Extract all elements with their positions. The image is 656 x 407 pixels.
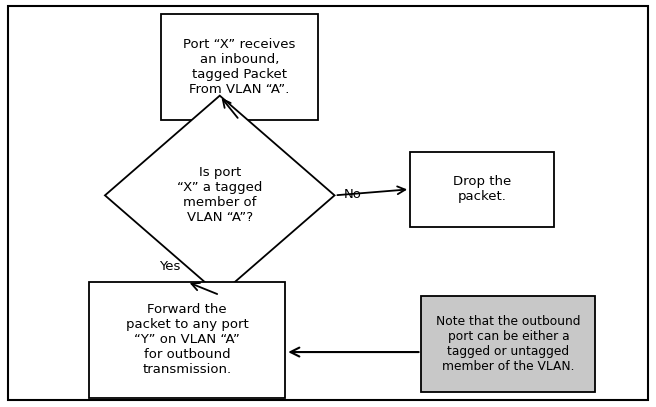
Text: No: No bbox=[343, 188, 361, 201]
Polygon shape bbox=[105, 96, 335, 295]
Text: Is port
“X” a tagged
member of
VLAN “A”?: Is port “X” a tagged member of VLAN “A”? bbox=[177, 166, 262, 224]
Text: Note that the outbound
port can be either a
tagged or untagged
member of the VLA: Note that the outbound port can be eithe… bbox=[436, 315, 581, 373]
Text: Drop the
packet.: Drop the packet. bbox=[453, 175, 511, 203]
Text: Port “X” receives
an inbound,
tagged Packet
From VLAN “A”.: Port “X” receives an inbound, tagged Pac… bbox=[183, 38, 296, 96]
FancyBboxPatch shape bbox=[161, 14, 318, 120]
FancyBboxPatch shape bbox=[422, 296, 596, 392]
FancyBboxPatch shape bbox=[89, 282, 285, 398]
Text: Forward the
packet to any port
“Y” on VLAN “A”
for outbound
transmission.: Forward the packet to any port “Y” on VL… bbox=[125, 303, 249, 376]
FancyBboxPatch shape bbox=[410, 152, 554, 227]
Text: Yes: Yes bbox=[159, 260, 180, 273]
FancyBboxPatch shape bbox=[8, 6, 648, 400]
